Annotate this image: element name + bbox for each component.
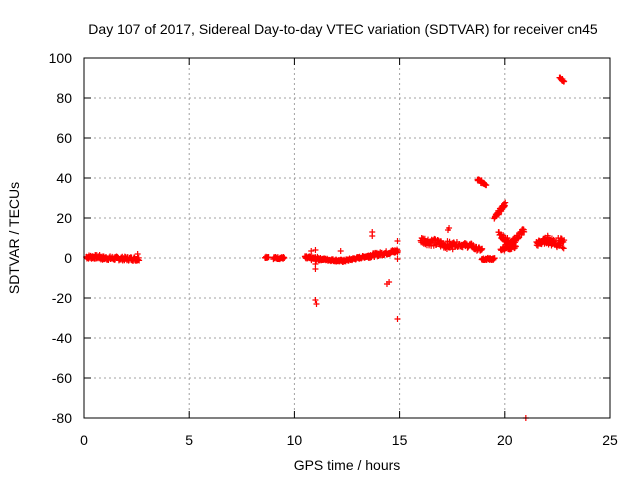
data-point [561,78,568,85]
data-point [561,237,568,244]
data-point [369,229,376,235]
data-point [394,256,401,262]
data-point [521,228,528,235]
y-tick-label: -60 [52,370,72,386]
y-tick-label: -40 [52,330,72,346]
data-point [134,251,141,257]
data-point [483,182,490,189]
y-tick-label: 20 [56,210,72,226]
data-point [394,238,401,244]
y-tick-label: 60 [56,130,72,146]
data-point [479,245,486,252]
data-point [312,266,319,272]
data-point [559,244,566,251]
y-tick-labels: -80 -60 -40 -20 0 20 40 60 80 100 [49,50,73,426]
data-point [265,254,272,261]
data-point [502,199,509,206]
y-tick-label: 80 [56,90,72,106]
data-point [394,248,401,255]
data-point [281,255,288,262]
data-point [337,248,344,254]
data-point [421,235,428,242]
axis-ticks [83,57,611,419]
x-tick-labels: 0 5 10 15 20 25 [80,432,618,448]
data-point [386,279,393,285]
y-tick-label: 0 [64,250,72,266]
x-tick-label: 15 [392,432,408,448]
x-tick-label: 0 [80,432,88,448]
grid-lines [84,58,610,418]
y-axis-label: SDTVAR / TECUs [6,182,22,294]
data-point [394,316,401,322]
y-tick-label: -80 [52,410,72,426]
y-tick-label: 100 [49,50,73,66]
chart-title: Day 107 of 2017, Sidereal Day-to-day VTE… [88,21,598,37]
data-point [518,232,525,239]
data-point [560,245,567,252]
data-point [491,255,498,262]
data-point [446,225,453,231]
x-axis-label: GPS time / hours [294,457,401,473]
data-point [308,248,315,254]
x-tick-label: 5 [185,432,193,448]
y-tick-label: 40 [56,170,72,186]
data-point [312,297,319,303]
data-point [312,247,319,253]
data-point [136,257,143,264]
plot-area-frame [83,57,611,419]
x-tick-label: 10 [287,432,303,448]
x-tick-label: 20 [497,432,513,448]
data-point [313,301,320,307]
y-tick-label: -20 [52,290,72,306]
x-tick-label: 25 [602,432,618,448]
data-points [83,74,568,421]
data-point [512,243,519,250]
